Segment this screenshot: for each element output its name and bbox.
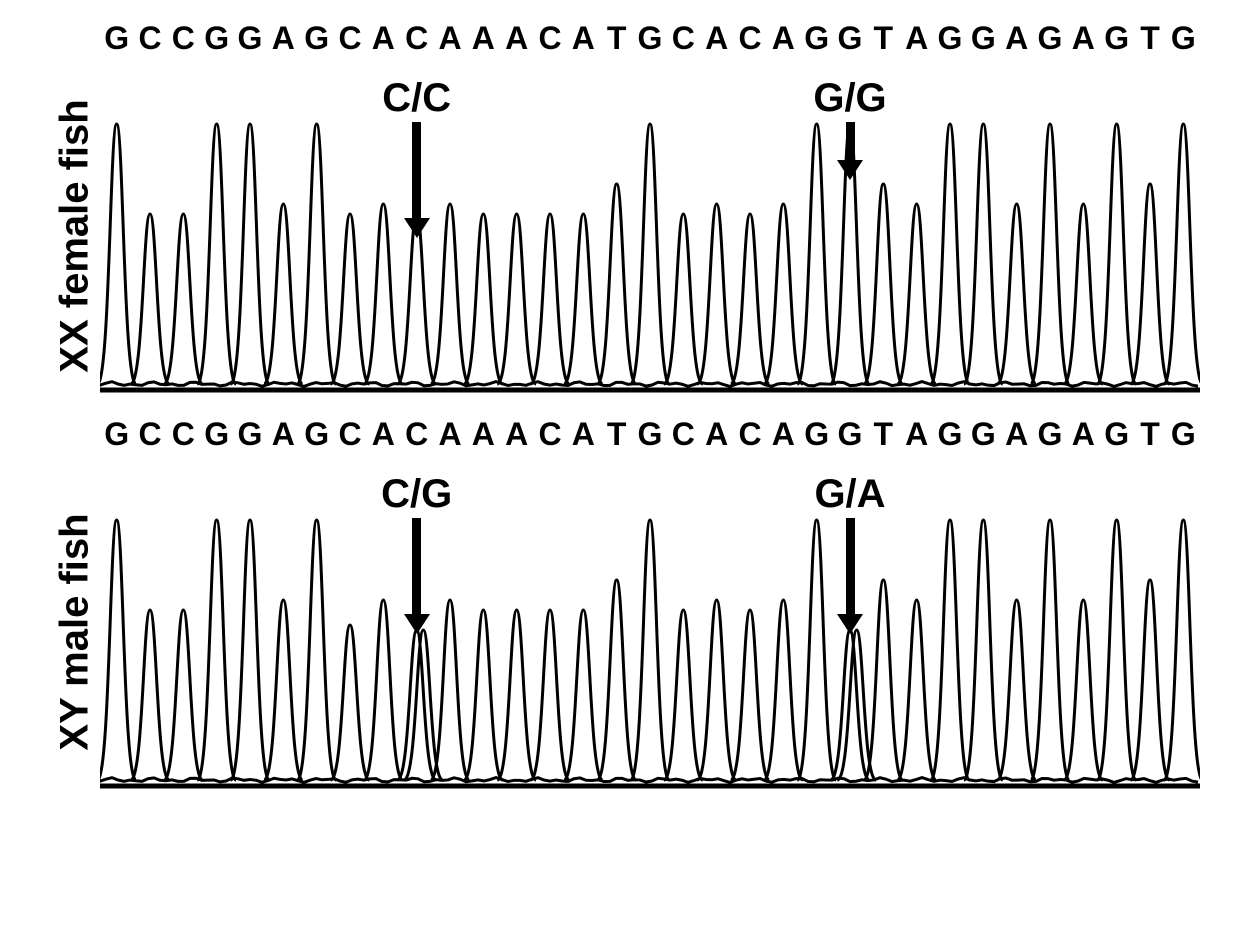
sequence-base: G (804, 416, 829, 453)
sequence-base: C (405, 20, 428, 57)
sequence-base: A (505, 20, 528, 57)
sequence-base: A (905, 416, 928, 453)
y-axis-label-male: XY male fish (53, 513, 98, 750)
arrow-down-icon (837, 122, 863, 180)
sequence-base: G (838, 20, 863, 57)
sequence-base: A (1072, 20, 1095, 57)
sequence-base: G (1171, 20, 1196, 57)
sequence-base: G (838, 416, 863, 453)
genotype-annotation: C/G (381, 472, 452, 517)
sequence-base: T (874, 416, 894, 453)
genotype-annotation: G/G (813, 76, 886, 121)
sequence-base: A (472, 20, 495, 57)
sequence-row-male: GCCGGAGCACAAACATGCACAGGTAGGAGAGTG (100, 416, 1200, 462)
sequence-base: G (1038, 416, 1063, 453)
sequence-base: G (1171, 416, 1196, 453)
sequence-base: A (372, 416, 395, 453)
sequence-base: T (607, 416, 627, 453)
sequence-base: A (272, 416, 295, 453)
sequence-base: C (338, 20, 361, 57)
sequence-row-female: GCCGGAGCACAAACATGCACAGGTAGGAGAGTG (100, 20, 1200, 66)
sequence-base: A (438, 416, 461, 453)
sequence-base: A (905, 20, 928, 57)
sequence-base: G (938, 416, 963, 453)
sequence-base: A (572, 416, 595, 453)
sequence-base: G (238, 416, 263, 453)
sequence-base: G (938, 20, 963, 57)
sequence-base: G (971, 416, 996, 453)
y-axis-label-female: XX female fish (53, 99, 98, 372)
figure-root: GCCGGAGCACAAACATGCACAGGTAGGAGAGTG XX fem… (0, 0, 1240, 952)
sequence-base: G (971, 20, 996, 57)
sequence-base: A (505, 416, 528, 453)
arrow-down-icon (404, 518, 430, 634)
sequence-base: G (1038, 20, 1063, 57)
sequence-base: T (1140, 20, 1160, 57)
sequence-base: A (705, 20, 728, 57)
chromatogram-wrap-female: XX female fish C/CG/G (100, 66, 1200, 406)
sequence-base: C (738, 416, 761, 453)
sequence-base: A (772, 20, 795, 57)
sequence-base: C (538, 416, 561, 453)
sequence-base: G (304, 416, 329, 453)
chromatogram-wrap-male: XY male fish C/GG/A (100, 462, 1200, 802)
genotype-annotation: C/C (382, 76, 451, 121)
sequence-base: G (1104, 20, 1129, 57)
sequence-base: A (438, 20, 461, 57)
sequence-base: C (138, 20, 161, 57)
sequence-base: A (1072, 416, 1095, 453)
sequence-base: A (272, 20, 295, 57)
sequence-base: G (238, 20, 263, 57)
sequence-base: C (738, 20, 761, 57)
sequence-base: G (304, 20, 329, 57)
sequence-base: A (1005, 416, 1028, 453)
sequence-base: G (804, 20, 829, 57)
arrow-down-icon (404, 122, 430, 238)
sequence-base: C (338, 416, 361, 453)
chromatogram-svg-male (100, 462, 1200, 802)
sequence-base: A (1005, 20, 1028, 57)
sequence-base: C (172, 416, 195, 453)
sequence-base: C (538, 20, 561, 57)
sequence-base: A (472, 416, 495, 453)
sequence-base: G (204, 416, 229, 453)
sequence-base: G (1104, 416, 1129, 453)
sequence-base: G (638, 416, 663, 453)
arrow-down-icon (837, 518, 863, 634)
sequence-base: C (405, 416, 428, 453)
sequence-base: T (607, 20, 627, 57)
sequence-base: C (672, 20, 695, 57)
sequence-base: G (638, 20, 663, 57)
sequence-base: A (372, 20, 395, 57)
sequence-base: G (104, 20, 129, 57)
sequence-base: G (104, 416, 129, 453)
sequence-base: T (1140, 416, 1160, 453)
sequence-base: C (138, 416, 161, 453)
chromatogram-svg-female (100, 66, 1200, 406)
genotype-annotation: G/A (814, 472, 885, 517)
sequence-base: A (572, 20, 595, 57)
sequence-base: C (172, 20, 195, 57)
sequence-base: G (204, 20, 229, 57)
panel-female: GCCGGAGCACAAACATGCACAGGTAGGAGAGTG XX fem… (30, 20, 1210, 406)
sequence-base: A (705, 416, 728, 453)
sequence-base: A (772, 416, 795, 453)
panel-male: GCCGGAGCACAAACATGCACAGGTAGGAGAGTG XY mal… (30, 416, 1210, 802)
sequence-base: C (672, 416, 695, 453)
sequence-base: T (874, 20, 894, 57)
